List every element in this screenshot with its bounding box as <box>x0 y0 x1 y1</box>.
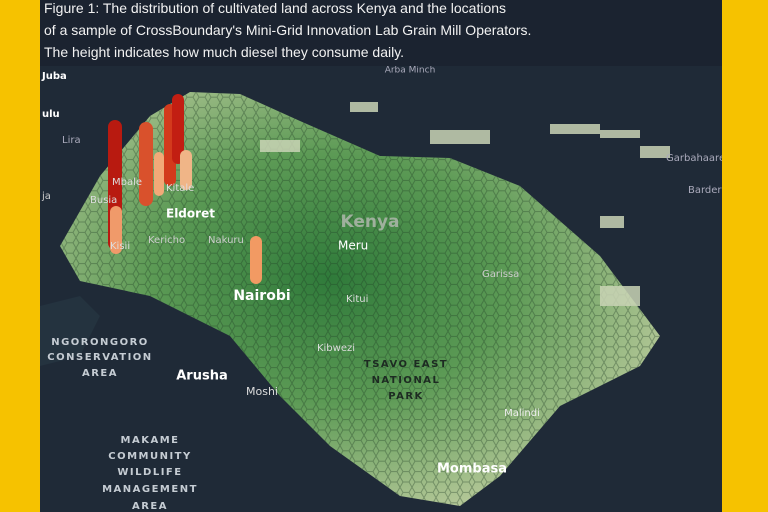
place-label: Moshi <box>246 385 278 398</box>
place-label: Nakuru <box>208 235 244 246</box>
place-label: Kitui <box>346 294 368 305</box>
bar <box>250 236 262 284</box>
place-label: Mbale <box>112 177 142 188</box>
place-label: Garbahaarey <box>666 153 722 164</box>
place-label: TSAVO EAST <box>364 359 448 370</box>
bar <box>139 122 153 206</box>
lake <box>40 296 100 366</box>
bar <box>172 94 184 164</box>
place-label: AREA <box>82 368 118 379</box>
place-label: Lira <box>62 135 81 146</box>
scattered-hexes <box>260 102 670 306</box>
place-label: Mombasa <box>437 462 507 477</box>
place-label: Bardera <box>688 185 722 196</box>
place-label: Arba Minch <box>385 66 436 76</box>
hex-grid <box>60 92 660 506</box>
place-label: CONSERVATION <box>47 352 152 363</box>
place-label: Malindi <box>504 408 540 419</box>
place-label: Meru <box>338 239 368 253</box>
place-label: Kisii <box>110 241 130 252</box>
bar <box>154 152 164 196</box>
place-label: WILDLIFE <box>117 467 182 478</box>
map: Juba ulu Lira Mbale Busia ja Kitale Eldoret Kisi… <box>40 66 722 512</box>
caption-line: Figure 1: The distribution of cultivated… <box>44 0 507 16</box>
place-label: Arusha <box>176 369 228 384</box>
caption-line: The height indicates how much diesel the… <box>44 44 405 60</box>
place-label: Kericho <box>148 235 185 246</box>
place-label: MAKAME <box>121 435 180 446</box>
place-label: Nairobi <box>233 288 290 304</box>
place-label: NATIONAL <box>372 375 441 386</box>
place-label: Busia <box>90 195 117 206</box>
figure: Figure 1: The distribution of cultivated… <box>40 0 722 512</box>
place-label: Kitale <box>166 183 194 194</box>
bar <box>180 150 192 190</box>
place-label: ulu <box>42 109 60 120</box>
place-label: AREA <box>132 501 168 512</box>
place-label: ja <box>41 191 51 202</box>
diesel-bars <box>108 94 262 284</box>
bar <box>110 206 122 254</box>
place-label: Garissa <box>482 269 519 280</box>
place-label: Juba <box>41 71 67 82</box>
place-label: NGORONGORO <box>51 337 149 348</box>
map-labels: Juba ulu Lira Mbale Busia ja Kitale Eldoret Kisi… <box>41 66 722 512</box>
place-label: PARK <box>388 391 424 402</box>
place-label: MANAGEMENT <box>102 484 198 495</box>
place-label: Eldoret <box>166 207 215 221</box>
place-label: Kenya <box>340 212 399 232</box>
place-label: COMMUNITY <box>108 451 192 462</box>
caption-line: of a sample of CrossBoundary's Mini-Grid… <box>44 22 532 38</box>
place-label: Kibwezi <box>317 343 355 354</box>
